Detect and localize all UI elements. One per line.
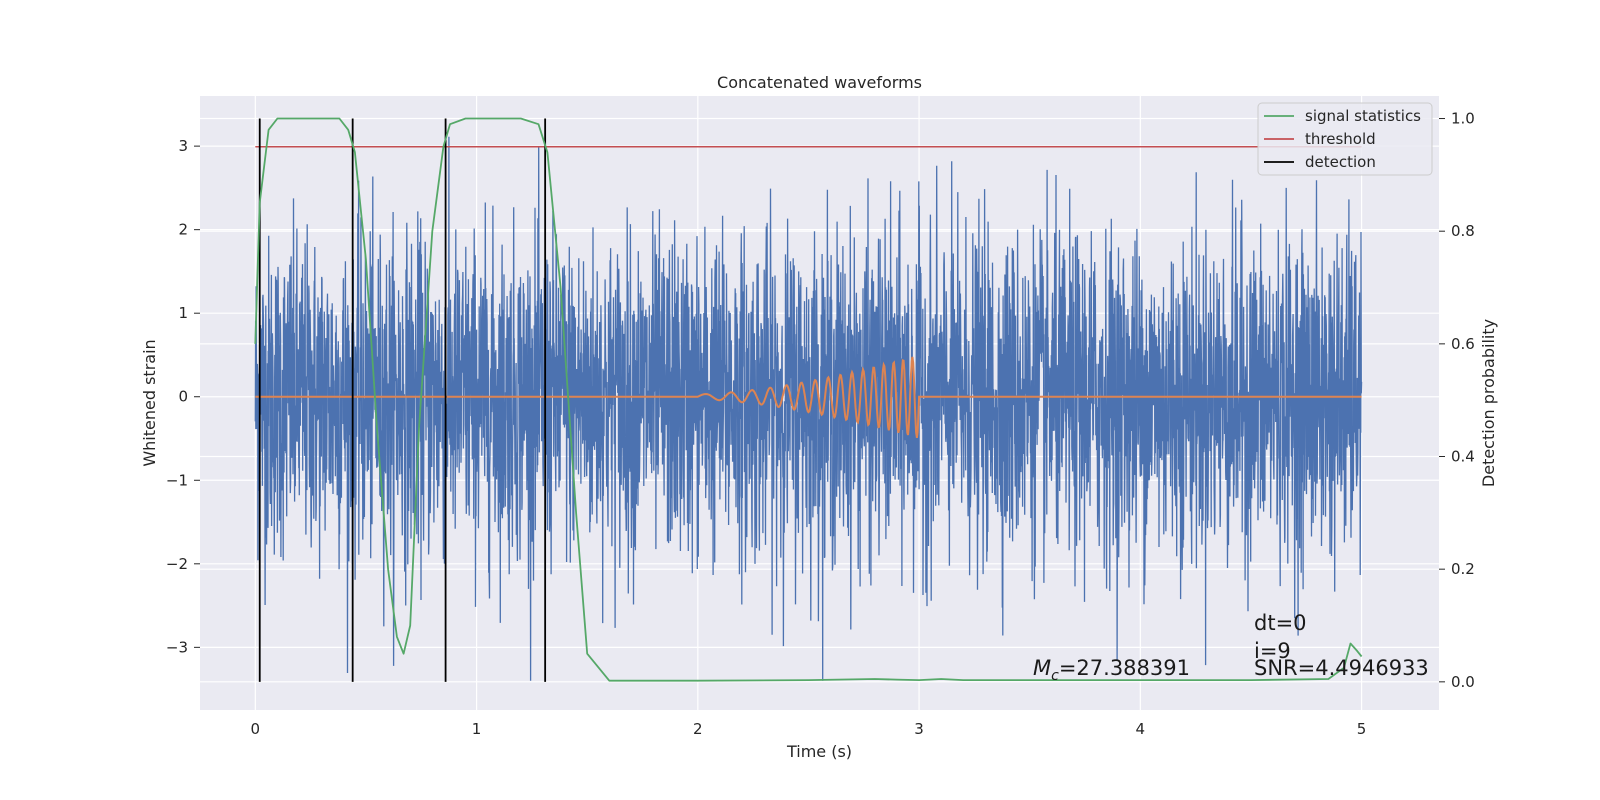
signal-statistics-line <box>254 117 1363 682</box>
annotation-index: i=9 <box>1254 639 1291 663</box>
annotation-mc-subscript: c <box>1051 668 1059 684</box>
x-tick-label: 4 <box>1136 720 1146 738</box>
legend-box <box>1257 102 1433 176</box>
x-tick-label: 5 <box>1357 720 1367 738</box>
strain-line <box>254 136 1363 681</box>
y-tick-label: 0 <box>178 388 188 406</box>
y-tick-label: 3 <box>178 137 188 155</box>
annotation-mc-symbol: M <box>1033 656 1051 680</box>
x-tick-label: 1 <box>472 720 482 738</box>
y-tick-label: −1 <box>166 471 188 489</box>
legend-label-threshold: threshold <box>1305 130 1376 148</box>
x-tick-label: 0 <box>251 720 261 738</box>
chart-title: Concatenated waveforms <box>717 73 922 92</box>
y2-tick-label: 1.0 <box>1451 110 1475 128</box>
y2-axis-label: Detection probability <box>1479 319 1498 487</box>
y2-tick-label: 0.8 <box>1451 222 1475 240</box>
x-tick-label: 3 <box>914 720 924 738</box>
annotation-chirp-mass: Mc=27.388391 <box>1033 656 1190 684</box>
signal-statistics-series <box>254 117 1363 682</box>
annotation-snr: SNR=4.4946933 <box>1254 656 1429 680</box>
legend-label-detection: detection <box>1305 153 1376 171</box>
ticks: 0 1 2 3 4 5 3 2 1 0 −1 −2 −3 1.0 0.8 0.6 0.4 0.2 0.0 <box>166 110 1475 738</box>
chirp-line <box>255 356 1362 439</box>
y2-tick-label: 0.4 <box>1451 448 1475 466</box>
annotation-dt: dt=0 <box>1254 611 1307 635</box>
y2-tick-label: 0.6 <box>1451 335 1475 353</box>
y-axis-label: Whitened strain <box>140 339 159 466</box>
y2-tick-label: 0.2 <box>1451 560 1475 578</box>
annotation-mc-value: =27.388391 <box>1059 656 1190 680</box>
y-tick-label: −3 <box>166 638 188 656</box>
y-tick-label: 1 <box>178 304 188 322</box>
strain-series <box>254 136 1363 681</box>
legend: signal statistics threshold detection <box>1257 102 1433 176</box>
y-tick-label: −2 <box>166 555 188 573</box>
chirp-series <box>255 356 1362 439</box>
x-tick-label: 2 <box>693 720 703 738</box>
legend-label-signal-statistics: signal statistics <box>1305 107 1421 125</box>
y-tick-label: 2 <box>178 221 188 239</box>
y2-tick-label: 0.0 <box>1451 673 1475 691</box>
x-axis-label: Time (s) <box>786 742 852 761</box>
